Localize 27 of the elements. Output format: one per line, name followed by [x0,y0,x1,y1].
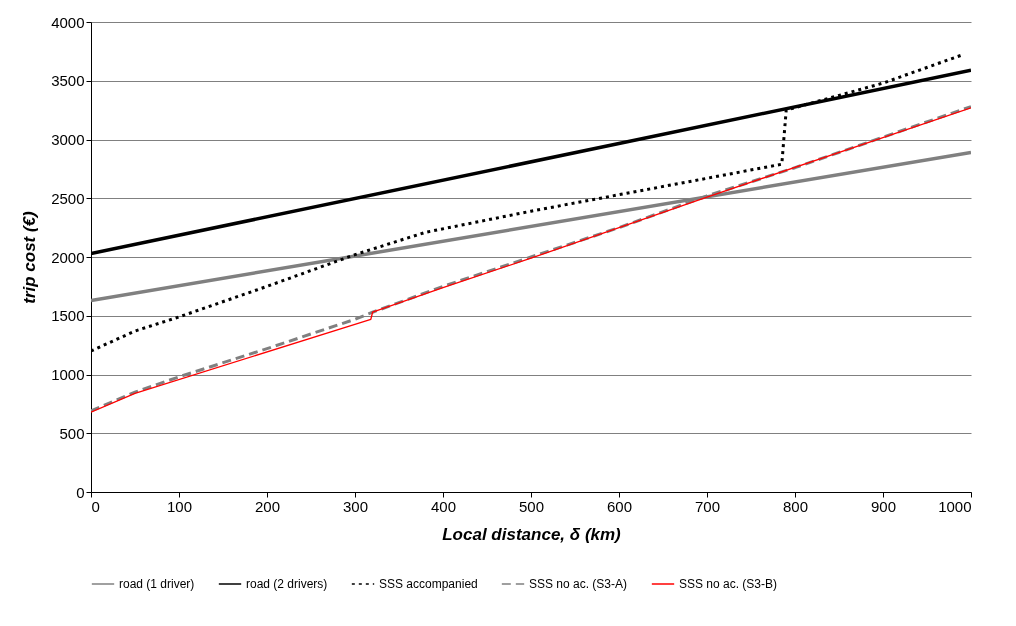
y-tick-label: 4000 [51,13,85,31]
y-axis-title: trip cost (€) [20,210,40,304]
x-tick-label: 200 [254,497,281,515]
x-tick-label: 400 [430,497,457,515]
y-tick-label: 500 [59,424,85,442]
y-tick-label: 3500 [51,72,85,90]
y-tick-label: 2000 [51,248,85,266]
legend-label: SSS accompanied [379,577,478,591]
x-tick-label: 100 [166,497,193,515]
legend-label: SSS no ac. (S3-A) [529,577,628,591]
legend-label: SSS no ac. (S3-B) [679,577,778,591]
x-tick-label: 600 [606,497,633,515]
legend-label: road (1 driver) [119,577,195,591]
x-tick-label: 700 [694,497,721,515]
y-tick-label: 2500 [51,189,85,207]
x-tick-label: 900 [870,497,897,515]
x-tick-label: 800 [782,497,809,515]
legend-label: road (2 drivers) [246,577,328,591]
y-tick-label: 0 [76,483,85,501]
y-tick-label: 1000 [51,366,85,383]
x-tick-label: 1000 [938,497,972,515]
x-axis-title: Local distance, δ (km) [442,524,622,544]
y-tick-label: 1500 [51,307,85,325]
x-tick-label: 500 [518,497,545,515]
x-tick-label: 300 [342,497,369,515]
x-tick-label: 0 [91,497,100,515]
y-tick-label: 3000 [51,131,85,148]
